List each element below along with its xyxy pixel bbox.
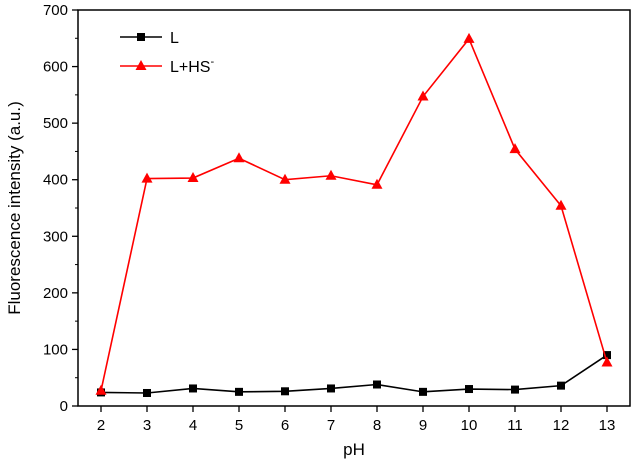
- y-tick-label: 0: [60, 398, 68, 415]
- data-point: [143, 388, 151, 397]
- series-2: [95, 32, 613, 395]
- x-tick-label: 5: [235, 417, 243, 434]
- series-layer: [95, 32, 613, 397]
- data-point: [555, 199, 567, 210]
- x-tick-label: 7: [327, 417, 335, 434]
- x-tick-label: 12: [553, 417, 570, 434]
- x-tick-label: 8: [373, 417, 381, 434]
- x-tick-label: 11: [507, 417, 523, 434]
- data-point: [511, 385, 519, 394]
- x-tick-label: 10: [461, 417, 478, 434]
- data-point: [509, 143, 521, 154]
- data-point: [463, 32, 475, 43]
- data-point: [557, 381, 565, 390]
- legend-label: L: [170, 30, 179, 47]
- legend-label: L+HS-: [170, 56, 214, 76]
- x-tick-label: 3: [143, 417, 151, 434]
- x-tick-label: 13: [599, 417, 616, 434]
- series-1: [97, 351, 611, 397]
- data-point: [327, 384, 335, 393]
- series-line: [100, 37, 608, 391]
- x-tick-label: 6: [281, 417, 289, 434]
- plot-frame: [77, 9, 631, 407]
- data-point: [603, 351, 611, 360]
- y-tick-label: 700: [43, 2, 68, 19]
- y-tick-label: 200: [43, 285, 68, 302]
- data-point: [601, 356, 613, 367]
- x-tick-label: 4: [189, 417, 197, 434]
- data-point: [135, 60, 147, 70]
- y-tick-label: 500: [43, 115, 68, 132]
- legend: L L+HS-: [120, 30, 214, 76]
- data-point: [137, 33, 145, 41]
- data-point: [371, 178, 383, 189]
- y-tick-label: 400: [43, 172, 68, 189]
- y-tick-label: 100: [43, 341, 68, 358]
- data-point: [189, 384, 197, 393]
- y-tick-label: 300: [43, 228, 68, 245]
- y-tick-label: 600: [43, 59, 68, 76]
- data-point: [465, 385, 473, 394]
- data-point: [373, 380, 381, 389]
- data-point: [419, 387, 427, 396]
- plot-area: [77, 9, 631, 407]
- x-tick-label: 2: [97, 417, 105, 434]
- data-point: [281, 387, 289, 396]
- series-line: [100, 354, 608, 394]
- data-point: [235, 387, 243, 396]
- data-point: [279, 173, 291, 184]
- x-tick-label: 9: [419, 417, 427, 434]
- data-point: [187, 172, 199, 183]
- data-point: [95, 384, 107, 395]
- x-axis-label: pH: [343, 440, 365, 459]
- y-axis-label: Fluorescence intensity (a.u.): [5, 101, 24, 315]
- data-point: [233, 152, 245, 163]
- data-point: [417, 90, 429, 101]
- data-point: [325, 169, 337, 180]
- data-point: [141, 172, 153, 183]
- axes-layer: 2 3 4 5 6 7 8 9 10 11 12 13 0 100 200 300 400 500 600 700: [43, 2, 615, 434]
